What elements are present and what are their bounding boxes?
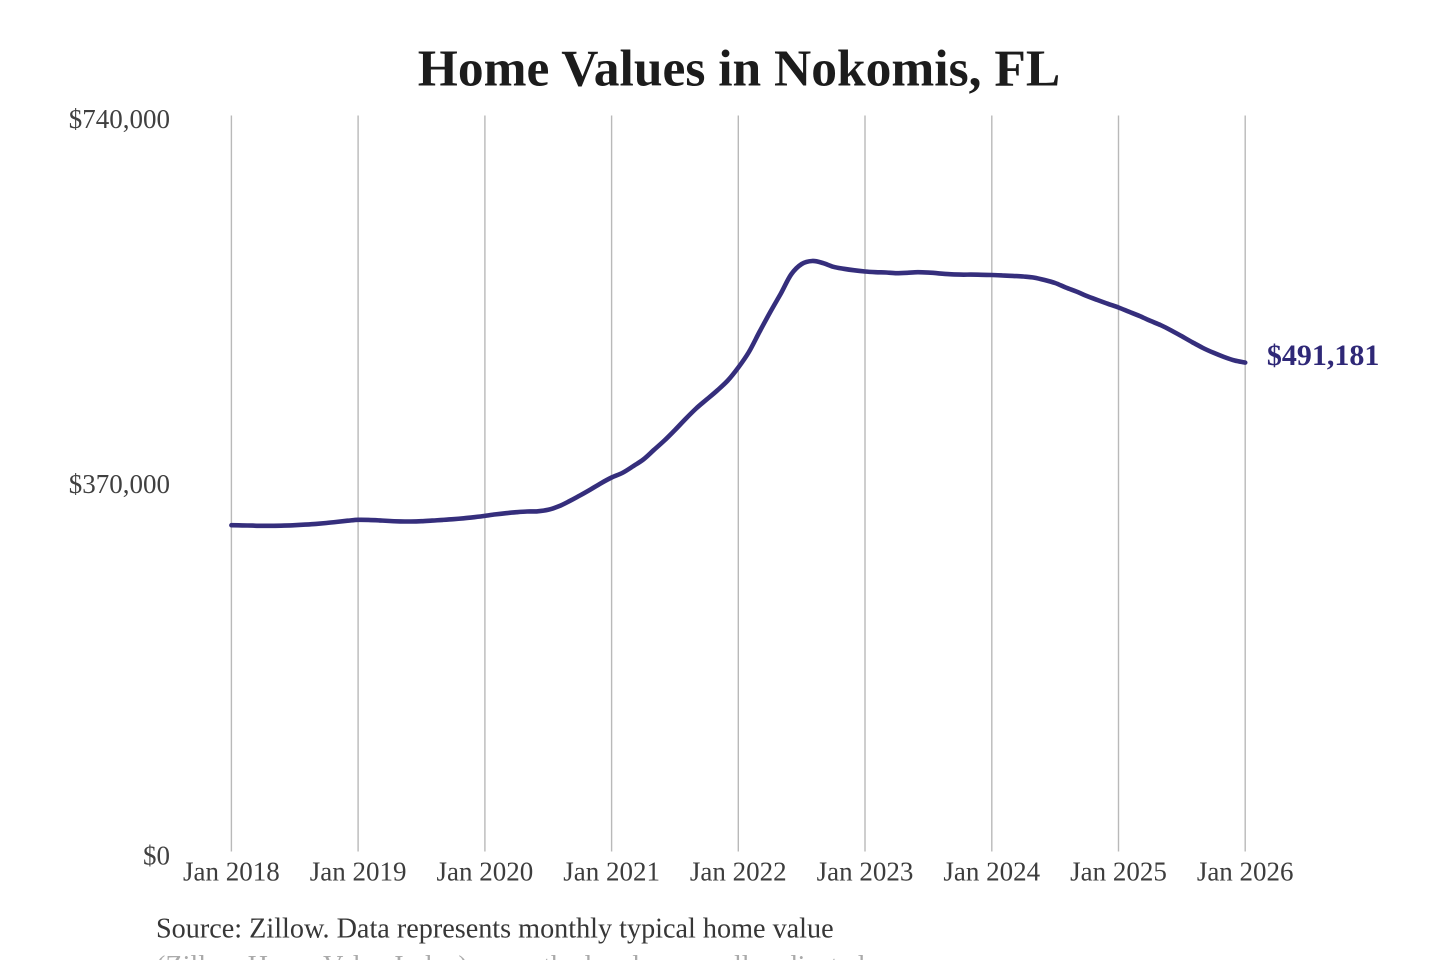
svg-text:$740,000: $740,000 (69, 104, 170, 134)
svg-text:Jan 2023: Jan 2023 (817, 857, 914, 887)
svg-text:$491,181: $491,181 (1267, 339, 1380, 372)
svg-text:Jan 2021: Jan 2021 (563, 857, 660, 887)
svg-text:Jan 2025: Jan 2025 (1070, 857, 1167, 887)
svg-text:$370,000: $370,000 (69, 469, 170, 499)
svg-text:Home Values in Nokomis, FL: Home Values in Nokomis, FL (418, 41, 1060, 98)
svg-text:$0: $0 (143, 841, 170, 871)
svg-text:(Zillow Home Value Index), smo: (Zillow Home Value Index), smoothed and … (156, 951, 865, 960)
svg-text:Jan 2026: Jan 2026 (1197, 857, 1294, 887)
svg-text:Jan 2018: Jan 2018 (183, 857, 280, 887)
svg-text:Jan 2022: Jan 2022 (690, 857, 787, 887)
svg-text:Jan 2019: Jan 2019 (310, 857, 407, 887)
svg-text:Jan 2024: Jan 2024 (943, 857, 1040, 887)
svg-text:Jan 2020: Jan 2020 (437, 857, 534, 887)
svg-text:Source: Zillow. Data represent: Source: Zillow. Data represents monthly … (156, 914, 834, 945)
